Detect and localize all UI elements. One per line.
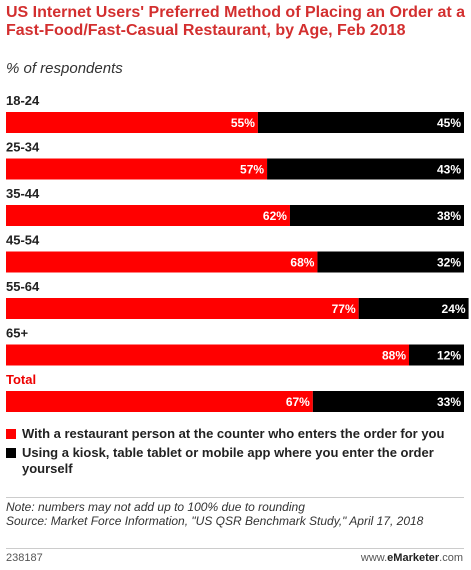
value-label-35-44-series-1: 62% — [263, 209, 287, 223]
chart-subtitle: % of respondents — [6, 60, 123, 77]
legend-item-counter: With a restaurant person at the counter … — [6, 426, 466, 442]
brand-suffix: .com — [439, 552, 463, 564]
value-label-55-64-series-2: 24% — [442, 302, 466, 316]
category-label-total: Total — [6, 372, 36, 387]
bar-55-64-series-1 — [6, 298, 359, 319]
value-label-total-series-1: 67% — [286, 395, 310, 409]
legend: With a restaurant person at the counter … — [6, 426, 466, 480]
bar-35-44-series-2 — [289, 205, 464, 226]
bar-18-24-series-2 — [257, 112, 464, 133]
bar-total-series-1 — [6, 391, 313, 412]
bar-25-34-series-2 — [267, 158, 464, 180]
bar-35-44-series-1 — [6, 205, 290, 226]
chart-title: US Internet Users' Preferred Method of P… — [6, 4, 466, 39]
value-label-18-24-series-2: 45% — [437, 116, 461, 130]
brand-prefix: www. — [360, 552, 388, 564]
category-label-35-44: 35-44 — [6, 186, 40, 201]
value-label-55-64-series-1: 77% — [332, 302, 356, 316]
category-label-25-34: 25-34 — [6, 140, 40, 155]
brand-name: eMarketer — [387, 552, 440, 564]
bar-65-series-1 — [6, 344, 410, 366]
bar-65-series-2 — [409, 344, 464, 366]
bar-55-64-series-2 — [358, 298, 469, 319]
legend-label-kiosk: Using a kiosk, table tablet or mobile ap… — [22, 445, 434, 476]
stacked-bar-chart: 18-24 55% 45% 25-34 57% 43% 35-44 62% 38% 45-54 68… — [6, 93, 469, 412]
legend-item-kiosk: Using a kiosk, table tablet or mobile ap… — [6, 445, 466, 477]
value-label-18-24-series-1: 55% — [231, 116, 255, 130]
note-text: Note: numbers may not add up to 100% due… — [6, 500, 305, 514]
category-label-55-64: 55-64 — [6, 279, 40, 294]
notes: Note: numbers may not add up to 100% due… — [6, 500, 466, 528]
value-label-45-54-series-1: 68% — [290, 256, 314, 270]
source-text: Source: Market Force Information, "US QS… — [6, 514, 424, 528]
category-label-65: 65+ — [6, 326, 28, 341]
bar-18-24-series-1 — [6, 112, 258, 133]
value-label-25-34-series-1: 57% — [240, 163, 264, 177]
value-label-total-series-2: 33% — [437, 395, 461, 409]
value-label-25-34-series-2: 43% — [437, 163, 461, 177]
divider-bottom — [6, 548, 464, 549]
bar-45-54-series-1 — [6, 251, 318, 273]
divider-top — [6, 497, 464, 498]
value-label-35-44-series-2: 38% — [437, 209, 461, 223]
bar-total-series-2 — [312, 391, 464, 412]
legend-swatch-kiosk — [6, 448, 16, 458]
legend-label-counter: With a restaurant person at the counter … — [22, 426, 445, 441]
legend-swatch-counter — [6, 429, 16, 439]
bar-25-34-series-1 — [6, 158, 268, 180]
category-label-45-54: 45-54 — [6, 233, 40, 248]
value-label-65-series-1: 88% — [382, 349, 406, 363]
brand-link[interactable]: www.eMarketer.com — [361, 552, 463, 564]
bar-45-54-series-2 — [317, 251, 464, 273]
value-label-65-series-2: 12% — [437, 349, 461, 363]
category-label-18-24: 18-24 — [6, 93, 40, 108]
value-label-45-54-series-2: 32% — [437, 256, 461, 270]
chart-id: 238187 — [6, 552, 43, 564]
